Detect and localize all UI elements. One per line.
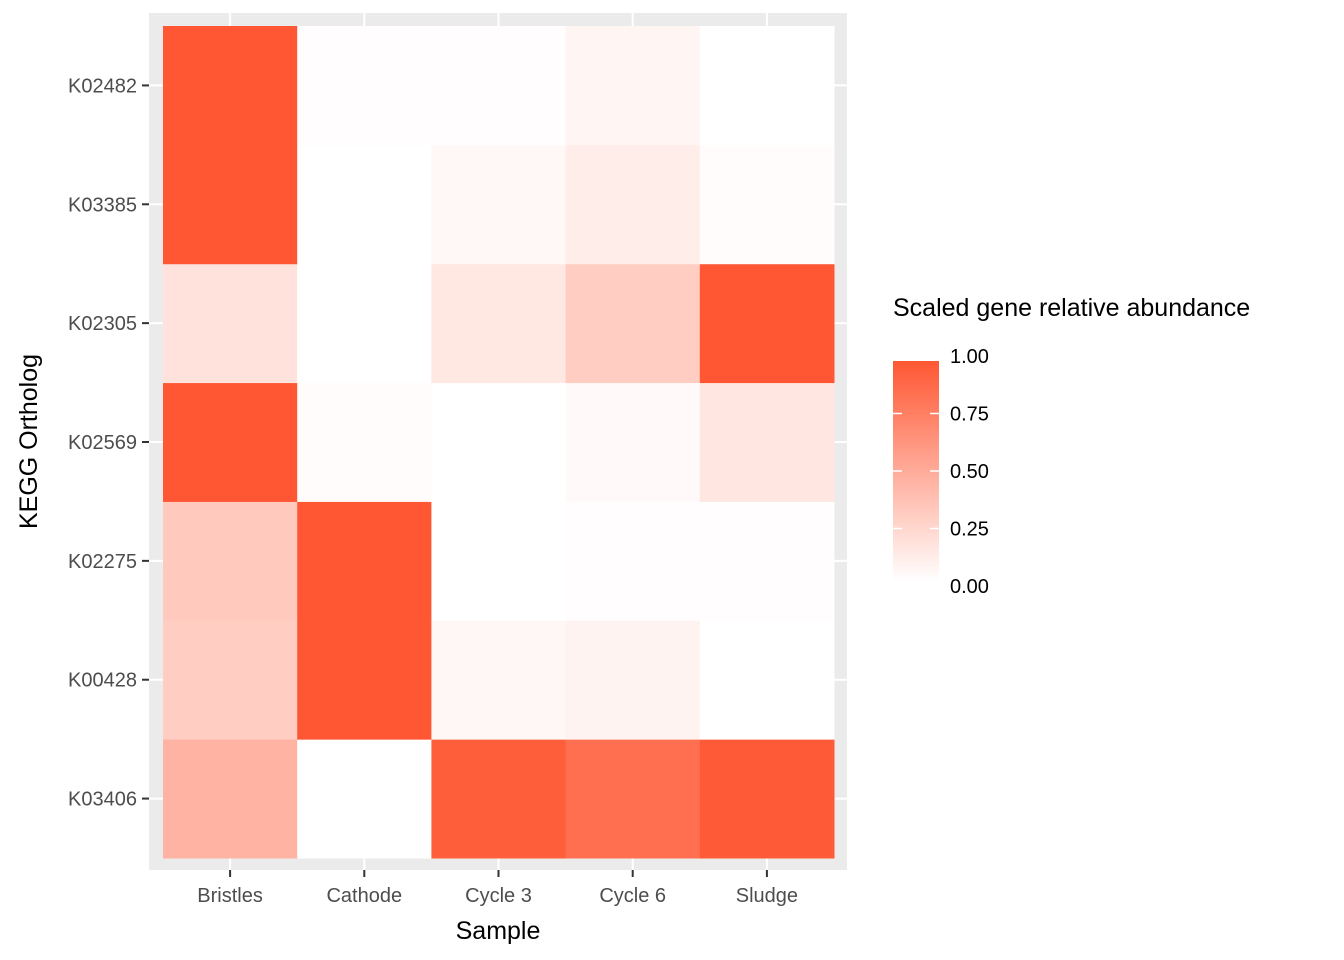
y-tick-label: K03406	[68, 789, 137, 811]
y-axis-title: KEGG Ortholog	[15, 354, 43, 529]
heatmap-tile	[163, 263, 298, 384]
y-tick-label: K02275	[68, 551, 137, 573]
heatmap-tile	[565, 144, 701, 265]
heatmap-tile	[163, 382, 298, 502]
heatmap-tile	[565, 263, 701, 384]
heatmap-tile	[297, 739, 432, 859]
heatmap-tile	[699, 263, 835, 384]
x-axis: Bristles Cathode Cycle 3 Cycle 6 Sludge	[197, 870, 798, 907]
legend-break-label: 1.00	[950, 346, 989, 368]
x-tick-label: Cathode	[326, 885, 402, 907]
heatmap-tile	[431, 739, 567, 859]
y-tick-label: K02482	[68, 75, 137, 97]
y-tick-label: K02569	[68, 432, 137, 454]
heatmap-tile	[163, 739, 298, 859]
legend-break-label: 0.50	[950, 461, 989, 483]
legend-break-label: 0.00	[950, 576, 989, 598]
heatmap-tile	[699, 382, 835, 502]
heatmap-tiles	[163, 26, 835, 859]
heatmap-tile	[699, 620, 835, 740]
legend: Scaled gene relative abundance 1.00 0.75 0…	[893, 294, 1250, 598]
heatmap-tile	[297, 263, 432, 384]
y-tick-label: K03385	[68, 194, 137, 216]
heatmap-tile	[163, 620, 298, 740]
heatmap-tile	[297, 501, 432, 621]
heatmap-tile	[431, 501, 567, 621]
heatmap-tile	[699, 501, 835, 621]
heatmap-tile	[431, 620, 567, 740]
heatmap-tile	[565, 501, 701, 621]
heatmap-tile	[297, 620, 432, 740]
heatmap-tile	[163, 501, 298, 621]
x-tick-label: Bristles	[197, 885, 263, 907]
y-axis: K03406 K00428 K02275 K02569 K02305 K03385 K024…	[68, 75, 149, 811]
heatmap-tile	[431, 144, 567, 265]
legend-title: Scaled gene relative abundance	[893, 294, 1250, 322]
x-tick-label: Cycle 3	[465, 885, 532, 907]
heatmap-tile	[163, 26, 298, 146]
heatmap-tile	[565, 620, 701, 740]
legend-break-label: 0.25	[950, 519, 989, 541]
legend-break-label: 0.75	[950, 404, 989, 426]
y-tick-label: K00428	[68, 670, 137, 692]
x-tick-label: Sludge	[736, 885, 798, 907]
heatmap-tile	[699, 739, 835, 859]
x-tick-label: Cycle 6	[599, 885, 666, 907]
heatmap-tile	[431, 382, 567, 502]
heatmap-tile	[431, 26, 567, 146]
heatmap-tile	[699, 26, 835, 146]
x-axis-title: Sample	[456, 917, 541, 945]
heatmap-tile	[431, 263, 567, 384]
heatmap-tile	[297, 382, 432, 502]
heatmap-tile	[565, 739, 701, 859]
y-tick-label: K02305	[68, 313, 137, 335]
heatmap-tile	[297, 144, 432, 265]
heatmap-tile	[297, 26, 432, 146]
heatmap-tile	[163, 144, 298, 265]
heatmap-tile	[565, 26, 701, 146]
heatmap-tile	[699, 144, 835, 265]
heatmap-tile	[565, 382, 701, 502]
